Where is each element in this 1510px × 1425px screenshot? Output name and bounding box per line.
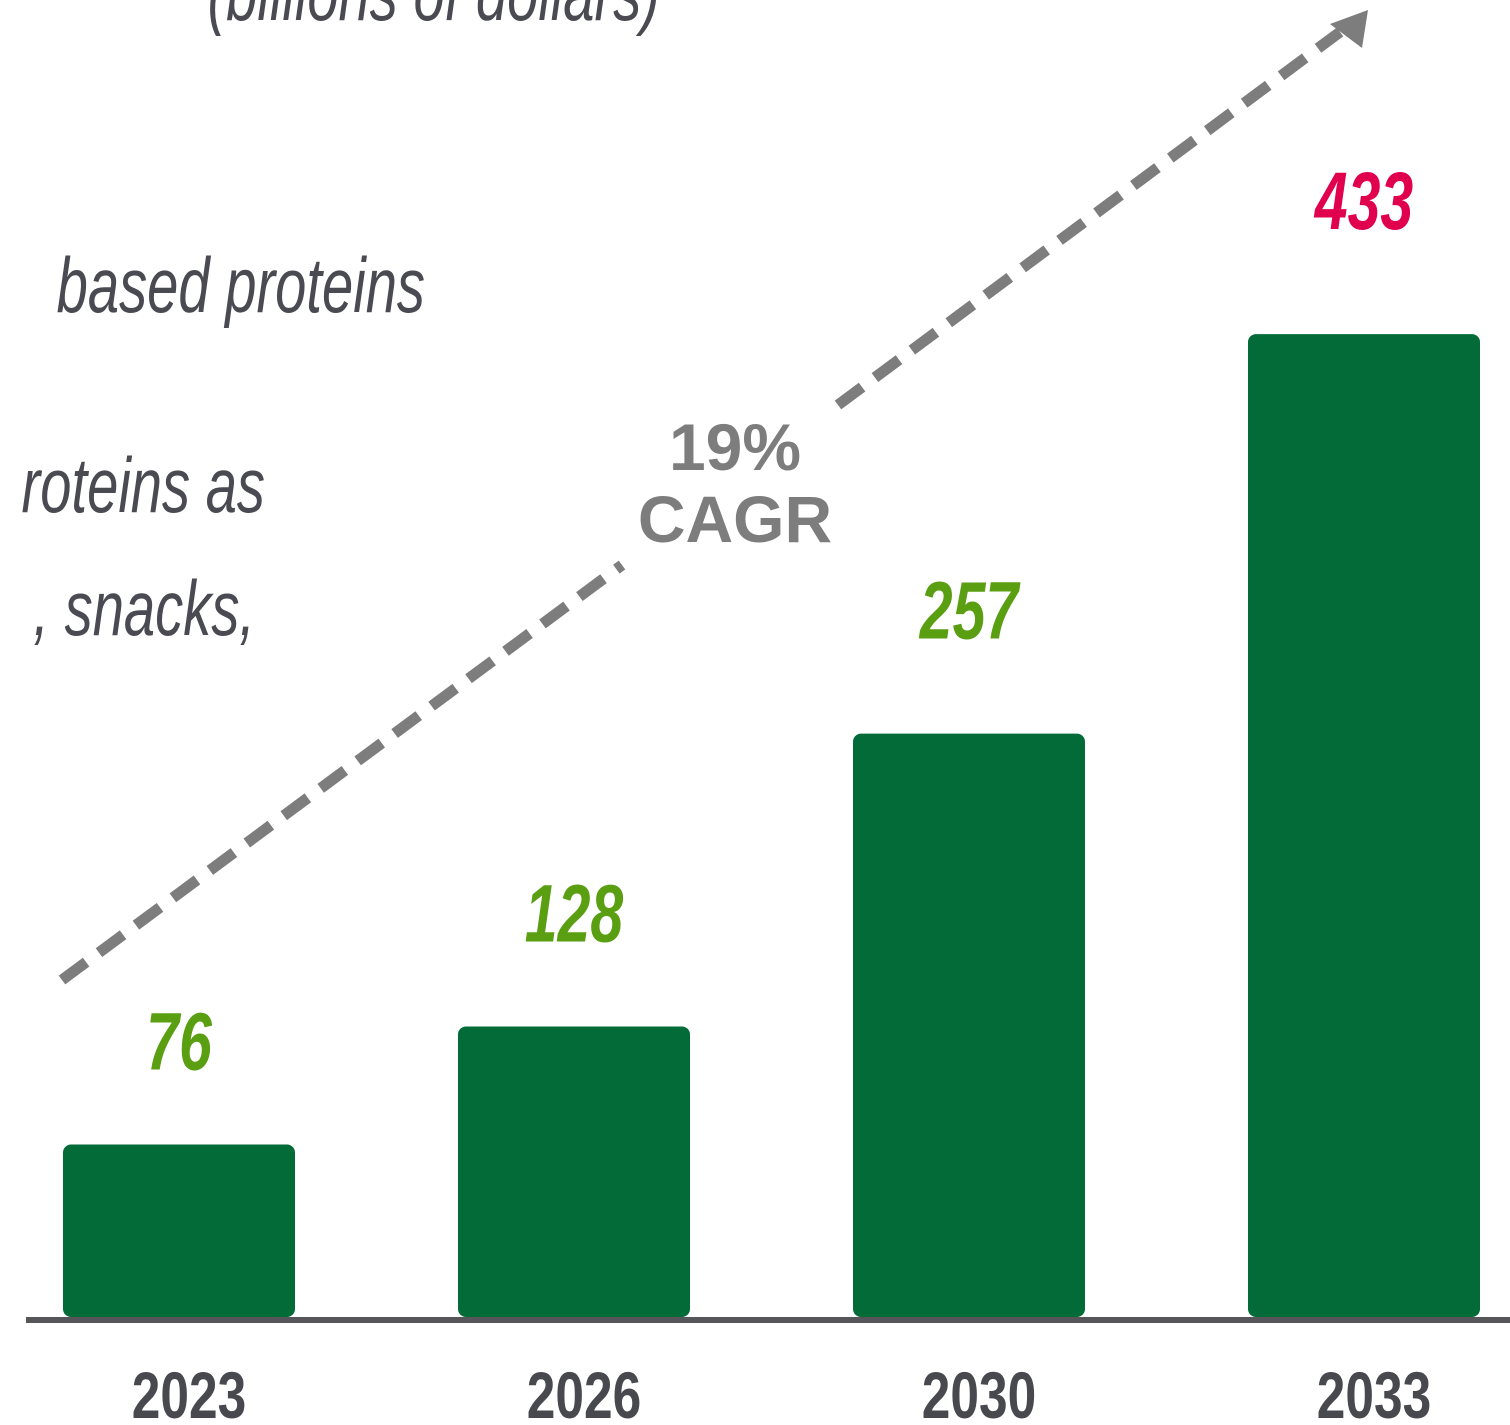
value-label: 76 (146, 996, 213, 1088)
subtitle: (billions of dollars) (207, 0, 660, 37)
bar (853, 733, 1085, 1317)
text-fragment: , snacks, (33, 565, 255, 652)
x-tick-label: 2023 (132, 1358, 246, 1425)
x-tick-label: 2030 (922, 1358, 1036, 1425)
value-label: 128 (525, 868, 624, 960)
text-fragment: roteins as (22, 442, 265, 529)
x-tick-label: 2033 (1317, 1358, 1431, 1425)
value-label: 433 (1313, 156, 1413, 248)
trend-dash (834, 27, 1344, 410)
text-fragment: based proteins (57, 242, 425, 329)
annotation: 19% (669, 410, 801, 484)
bar (458, 1026, 690, 1317)
trend-arrow (58, 27, 1344, 985)
bar (63, 1144, 295, 1317)
annotation: CAGR (638, 482, 832, 556)
bar (1248, 334, 1480, 1318)
x-tick-label: 2026 (527, 1358, 641, 1425)
trend-dash (58, 560, 626, 985)
arrow-head (1330, 10, 1368, 48)
value-label: 257 (918, 565, 1021, 657)
